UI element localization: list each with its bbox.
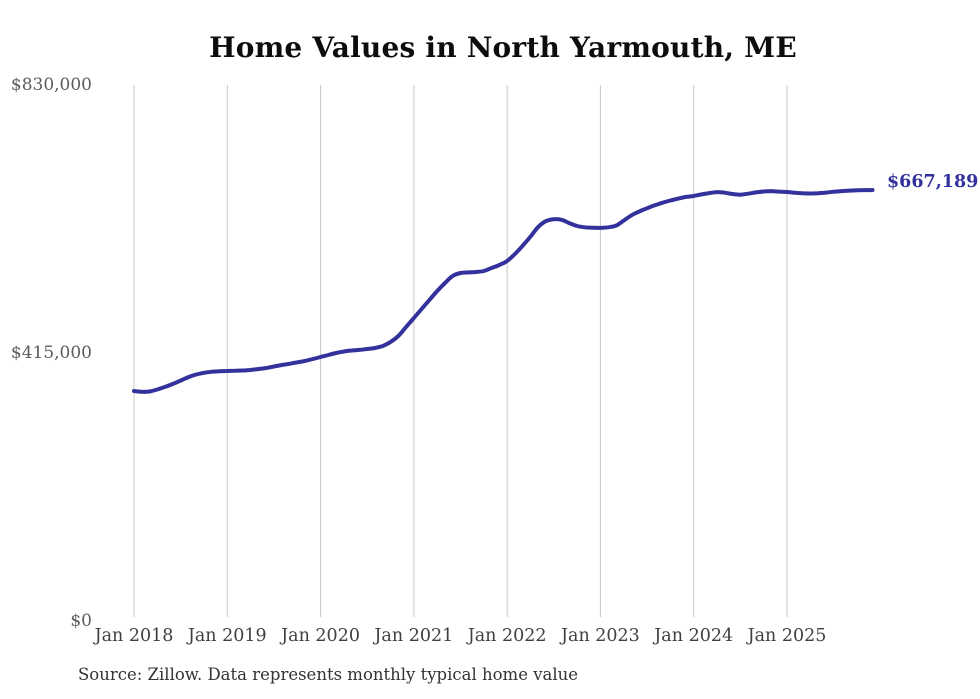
x-axis-label: Jan 2018: [94, 626, 174, 646]
y-axis-label: $830,000: [10, 75, 92, 95]
x-axis-label: Jan 2024: [654, 626, 734, 646]
home-value-line-series: [132, 188, 875, 394]
chart-title: Home Values in North Yarmouth, ME: [209, 31, 797, 64]
x-axis-label: Jan 2023: [561, 626, 640, 646]
source-note: Source: Zillow. Data represents monthly …: [78, 665, 579, 684]
x-axis-label: Jan 2020: [281, 626, 360, 646]
x-axis-label: Jan 2025: [747, 626, 827, 646]
y-axis-label: $0: [70, 610, 92, 631]
x-axis-label: Jan 2019: [187, 626, 267, 646]
y-axis-label: $415,000: [10, 342, 92, 363]
x-axis-label: Jan 2022: [467, 626, 547, 646]
current-value-label: $667,189: [887, 172, 979, 192]
year-gridlines: [133, 85, 788, 617]
x-axis-label: Jan 2021: [374, 626, 454, 646]
